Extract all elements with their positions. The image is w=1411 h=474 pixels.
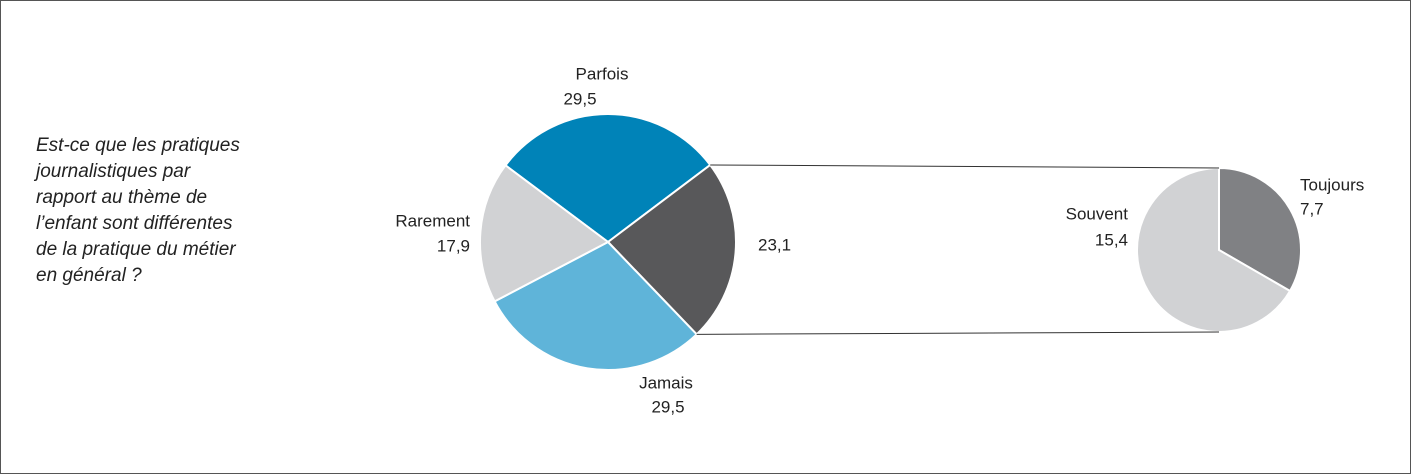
- value-label: 15,4: [1095, 230, 1128, 249]
- pie-slice: [1218, 166, 1302, 293]
- value-label: 7,7: [1300, 199, 1324, 218]
- slice-label: Jamais: [639, 373, 693, 392]
- question-line: Est-ce que les pratiques: [36, 135, 240, 156]
- pie-slice: [606, 163, 737, 336]
- value-label: 29,5: [563, 89, 596, 108]
- connector: [710, 164, 1220, 169]
- connector: [696, 331, 1220, 335]
- value-label: 17,9: [437, 236, 470, 255]
- value-label: 29,5: [651, 397, 684, 416]
- slice-label: Rarement: [395, 211, 470, 230]
- pie-slice: [504, 113, 712, 244]
- pie-slice: [493, 240, 699, 371]
- value-label: 23,1: [758, 235, 791, 254]
- question-line: journalistiques par: [33, 161, 191, 182]
- slice-label: Parfois: [576, 64, 629, 83]
- question-line: rapport au thème de: [36, 187, 207, 208]
- question-line: de la pratique du métier: [36, 239, 236, 260]
- pie-slice: [479, 163, 610, 303]
- pie-slice: [1136, 166, 1292, 333]
- question-line: l’enfant sont différentes: [36, 213, 233, 234]
- question-line: en général ?: [36, 265, 142, 286]
- slice-label: Toujours: [1300, 175, 1364, 194]
- slice-label: Souvent: [1066, 204, 1129, 223]
